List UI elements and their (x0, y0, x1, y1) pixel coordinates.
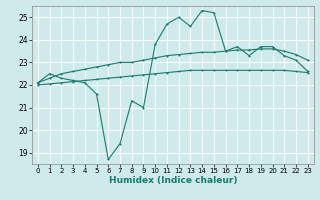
X-axis label: Humidex (Indice chaleur): Humidex (Indice chaleur) (108, 176, 237, 185)
